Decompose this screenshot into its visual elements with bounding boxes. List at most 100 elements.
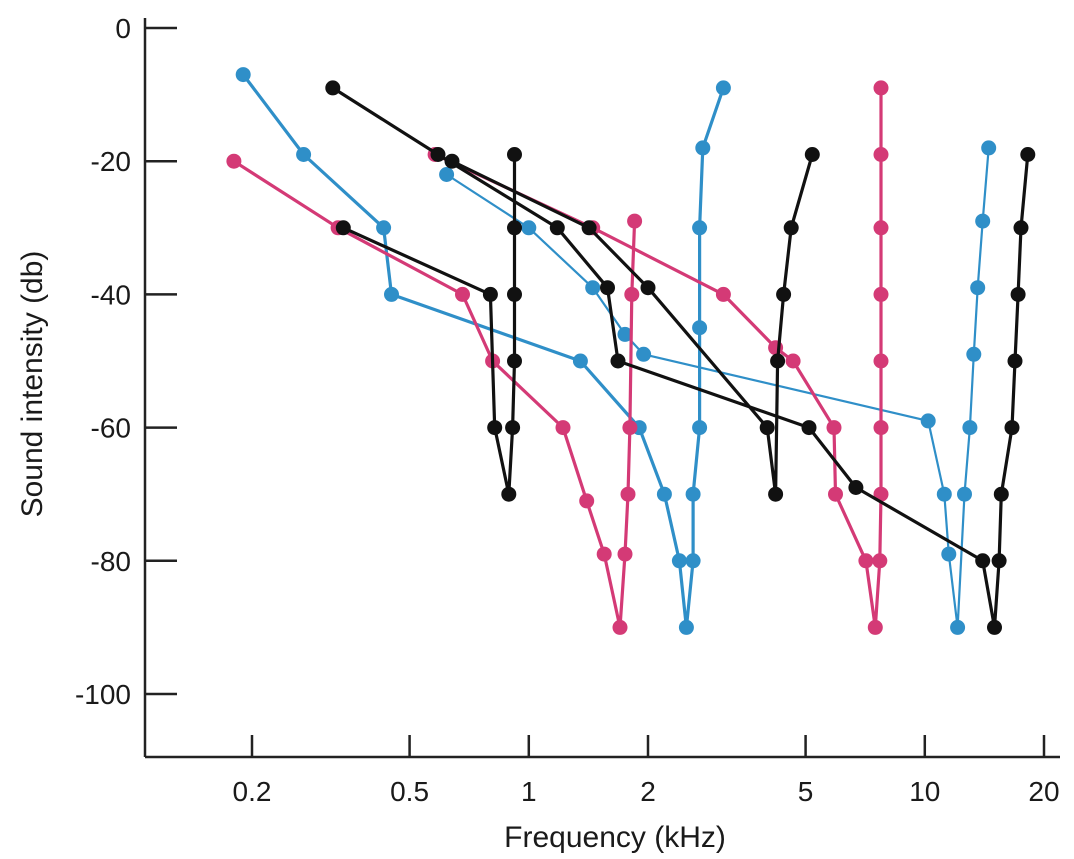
x-tick-label: 10 — [909, 776, 940, 807]
data-point — [1004, 420, 1020, 436]
x-tick-label: 0.2 — [233, 776, 272, 807]
series-line — [445, 146, 990, 629]
data-point — [596, 546, 612, 562]
data-point — [296, 147, 312, 162]
data-point — [975, 213, 991, 229]
axes — [143, 18, 1060, 759]
data-point — [555, 420, 571, 436]
x-tick-label: 5 — [798, 776, 814, 807]
data-point — [600, 280, 615, 296]
data-point — [444, 153, 460, 169]
data-point — [759, 420, 775, 436]
data-point — [581, 220, 597, 236]
data-point — [991, 553, 1007, 569]
series-3 — [427, 80, 889, 635]
data-point — [873, 286, 889, 302]
series-line — [232, 159, 637, 630]
data-point — [873, 420, 889, 436]
data-point — [376, 220, 392, 236]
data-point — [692, 220, 708, 236]
data-point — [507, 147, 522, 162]
data-point — [768, 486, 784, 502]
data-point — [873, 486, 889, 502]
data-point — [226, 153, 242, 169]
data-point — [685, 486, 701, 502]
data-point — [325, 80, 341, 96]
data-point — [858, 553, 874, 569]
data-point — [801, 420, 817, 436]
data-point — [612, 619, 628, 635]
data-point — [715, 286, 731, 302]
data-point — [610, 353, 626, 369]
ticks-layer: 0 -20 -40 -60 -80 -100 0.2 0.5 1 2 5 10 20 — [75, 13, 1060, 807]
data-point — [579, 493, 595, 509]
data-point — [624, 286, 640, 302]
data-point — [1020, 147, 1036, 162]
data-point — [920, 413, 936, 429]
data-point — [501, 486, 517, 502]
data-point — [1007, 353, 1023, 369]
series-line — [241, 72, 726, 630]
x-tick-label: 0.5 — [390, 776, 429, 807]
y-tick-label: -40 — [91, 279, 131, 310]
x-axis-title: Frequency (kHz) — [504, 821, 726, 854]
y-tick-label: -100 — [75, 679, 131, 710]
data-point — [783, 220, 799, 236]
series-5 — [325, 80, 1036, 635]
data-point — [620, 486, 636, 502]
data-point — [622, 420, 638, 436]
series-6 — [444, 147, 820, 502]
data-point — [656, 486, 672, 502]
x-tick-label: 2 — [640, 776, 656, 807]
data-point — [941, 546, 957, 562]
data-point — [1010, 286, 1026, 302]
data-point — [867, 619, 883, 635]
series-4 — [335, 147, 522, 502]
data-point — [507, 353, 522, 369]
data-point — [695, 140, 711, 156]
y-tick-label: 0 — [115, 13, 131, 44]
x-tick-label: 1 — [521, 776, 537, 807]
data-point — [549, 220, 565, 236]
data-point — [671, 553, 687, 569]
data-point — [873, 80, 889, 96]
data-point — [872, 553, 888, 569]
data-point — [848, 480, 864, 495]
data-point — [627, 213, 643, 229]
data-point — [873, 147, 889, 162]
data-point — [505, 420, 521, 436]
data-point — [873, 220, 889, 236]
series-0 — [235, 67, 731, 635]
data-point — [993, 486, 1009, 502]
data-point — [785, 353, 801, 369]
data-point — [715, 80, 731, 96]
data-point — [962, 420, 978, 436]
data-point — [804, 147, 820, 162]
data-point — [430, 147, 446, 162]
y-tick-label: -60 — [91, 413, 131, 444]
data-point — [981, 140, 997, 156]
data-point — [572, 353, 588, 369]
data-point — [487, 420, 503, 436]
data-point — [873, 353, 889, 369]
series-line — [341, 152, 517, 496]
series-layer — [226, 67, 1036, 635]
data-point — [439, 167, 455, 182]
data-point — [507, 220, 522, 236]
data-point — [776, 286, 792, 302]
y-tick-label: -80 — [91, 546, 131, 577]
data-point — [617, 546, 633, 562]
data-point — [692, 320, 708, 336]
data-point — [335, 220, 351, 236]
data-point — [685, 553, 701, 569]
data-point — [507, 286, 522, 302]
data-point — [384, 286, 399, 302]
data-point — [826, 420, 842, 436]
series-line — [331, 86, 1030, 630]
y-tick-label: -20 — [91, 146, 131, 177]
data-point — [482, 286, 498, 302]
data-point — [987, 619, 1002, 635]
data-point — [640, 280, 656, 296]
